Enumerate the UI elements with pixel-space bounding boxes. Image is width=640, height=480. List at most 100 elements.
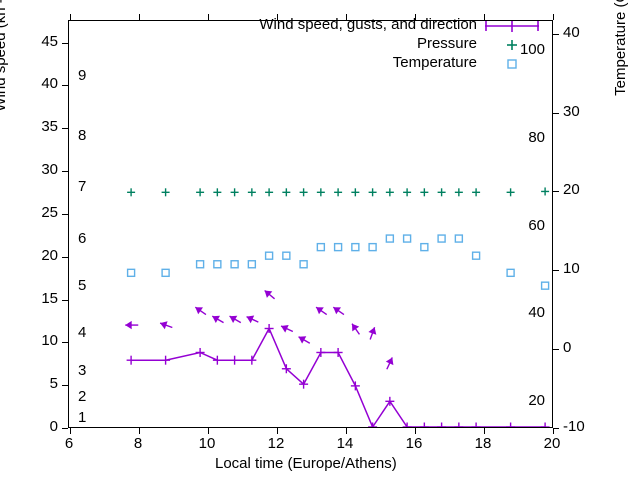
x-tick-top-8 — [139, 14, 140, 20]
y-tick-left-25 — [62, 213, 68, 215]
temperature-point — [454, 234, 464, 243]
pressure-point — [196, 188, 205, 197]
y-tick-label-left-5: 5 — [49, 375, 58, 393]
fahrenheit-label-80: 80 — [528, 128, 545, 146]
x-tick-10 — [208, 428, 209, 434]
x-tick-top-18 — [484, 14, 485, 20]
pressure-point — [368, 188, 377, 197]
fahrenheit-label-20: 20 — [528, 391, 545, 409]
x-tick-top-20 — [553, 14, 554, 20]
x-tick-top-16 — [415, 14, 416, 20]
temperature-point — [368, 242, 377, 252]
beaufort-label-2: 2 — [78, 388, 87, 406]
temperature-point — [316, 242, 326, 252]
x-tick-top-14 — [346, 14, 347, 20]
y-tick-label-right-40: 40 — [563, 23, 580, 41]
temperature-point — [195, 260, 205, 269]
legend-label-pressure: Pressure — [416, 35, 477, 52]
pressure-point — [454, 188, 463, 197]
wind-speed-point — [506, 422, 516, 427]
x-tick-label-6: 6 — [64, 435, 74, 452]
y-tick-label-right-30: 30 — [563, 102, 580, 120]
wind-speed-point — [247, 355, 257, 365]
pressure-point — [230, 188, 239, 197]
temperature-point — [264, 251, 274, 260]
y-tick-label-left-15: 15 — [41, 289, 58, 307]
beaufort-label-9: 9 — [78, 66, 87, 84]
wind-speed-point — [299, 379, 309, 389]
y-tick-label-right--10: -10 — [563, 418, 585, 435]
x-tick-top-10 — [208, 14, 209, 20]
pressure-point — [247, 188, 256, 197]
y-tick-left-15 — [62, 299, 68, 301]
y-tick-label-left-25: 25 — [41, 203, 58, 221]
pressure-point — [265, 188, 274, 197]
y-tick-label-left-35: 35 — [41, 118, 58, 136]
temperature-point — [402, 234, 412, 243]
wind-speed-point — [212, 355, 222, 365]
y-tick-label-left-45: 45 — [41, 32, 58, 50]
wind-direction-arrow — [280, 325, 294, 333]
plot-area — [62, 14, 559, 434]
beaufort-label-1: 1 — [78, 409, 87, 427]
x-tick-label-20: 20 — [543, 435, 561, 452]
wind-speed-point — [540, 422, 550, 427]
wind-speed-point — [281, 364, 291, 374]
fahrenheit-label-100: 100 — [519, 41, 545, 59]
y-tick-left-35 — [62, 128, 68, 130]
wind-speed-point — [471, 422, 481, 427]
y-tick-right-30 — [553, 112, 559, 114]
temperature-point — [299, 260, 308, 269]
y-tick-right-20 — [553, 191, 559, 193]
y-tick-left-10 — [62, 342, 68, 344]
y-tick-label-left-10: 10 — [41, 332, 58, 350]
temperature-point — [333, 242, 343, 252]
x-tick-label-16: 16 — [405, 435, 423, 452]
pressure-point — [282, 188, 291, 197]
temperature-point — [437, 234, 446, 243]
x-tick-18 — [484, 428, 485, 434]
wind-direction-arrow — [194, 306, 207, 316]
wind-speed-line — [131, 326, 546, 427]
x-tick-14 — [346, 428, 347, 434]
temperature-point — [213, 260, 222, 269]
wind-speed-point — [195, 347, 205, 357]
x-tick-top-6 — [70, 14, 71, 20]
wind-direction-arrow — [264, 289, 276, 300]
wind-direction-arrow — [298, 336, 311, 344]
wind-direction-arrow — [159, 321, 173, 330]
wind-speed-point — [161, 355, 171, 365]
pressure-point — [472, 188, 481, 197]
wind-direction-arrow — [211, 315, 224, 324]
temperature-point — [540, 281, 550, 290]
pressure-point — [403, 188, 412, 197]
wind-direction-arrow — [246, 315, 259, 324]
y-tick-label-left-20: 20 — [41, 246, 58, 264]
beaufort-label-8: 8 — [78, 126, 87, 144]
wind-direction-arrow — [368, 327, 377, 340]
x-tick-8 — [139, 428, 140, 434]
pressure-point — [334, 188, 343, 197]
legend-label-temperature: Temperature — [392, 54, 477, 71]
pressure-point — [316, 188, 325, 197]
y-tick-left-0 — [62, 428, 68, 429]
y-tick-label-right-0: 0 — [563, 339, 572, 357]
temperature-point — [161, 268, 170, 278]
y-tick-label-right-20: 20 — [563, 181, 580, 199]
wind-speed-point — [437, 422, 447, 427]
legend-item-pressure: Pressure — [225, 35, 545, 54]
wind-direction-arrow — [332, 306, 345, 316]
wind-speed-point — [316, 347, 326, 357]
temperature-point — [230, 260, 239, 269]
wind-speed-point — [402, 422, 412, 427]
x-tick-label-18: 18 — [474, 435, 492, 452]
wind-speed-point — [264, 323, 274, 333]
x-tick-20 — [553, 428, 554, 434]
fahrenheit-label-40: 40 — [528, 304, 545, 322]
y-axis-left-label: Wind speed (kn - Beaufort) — [0, 0, 9, 112]
temperature-point — [420, 242, 429, 252]
pressure-point — [299, 188, 308, 197]
beaufort-label-5: 5 — [78, 276, 87, 294]
y-tick-left-30 — [62, 171, 68, 173]
wind-speed-point — [454, 422, 464, 427]
